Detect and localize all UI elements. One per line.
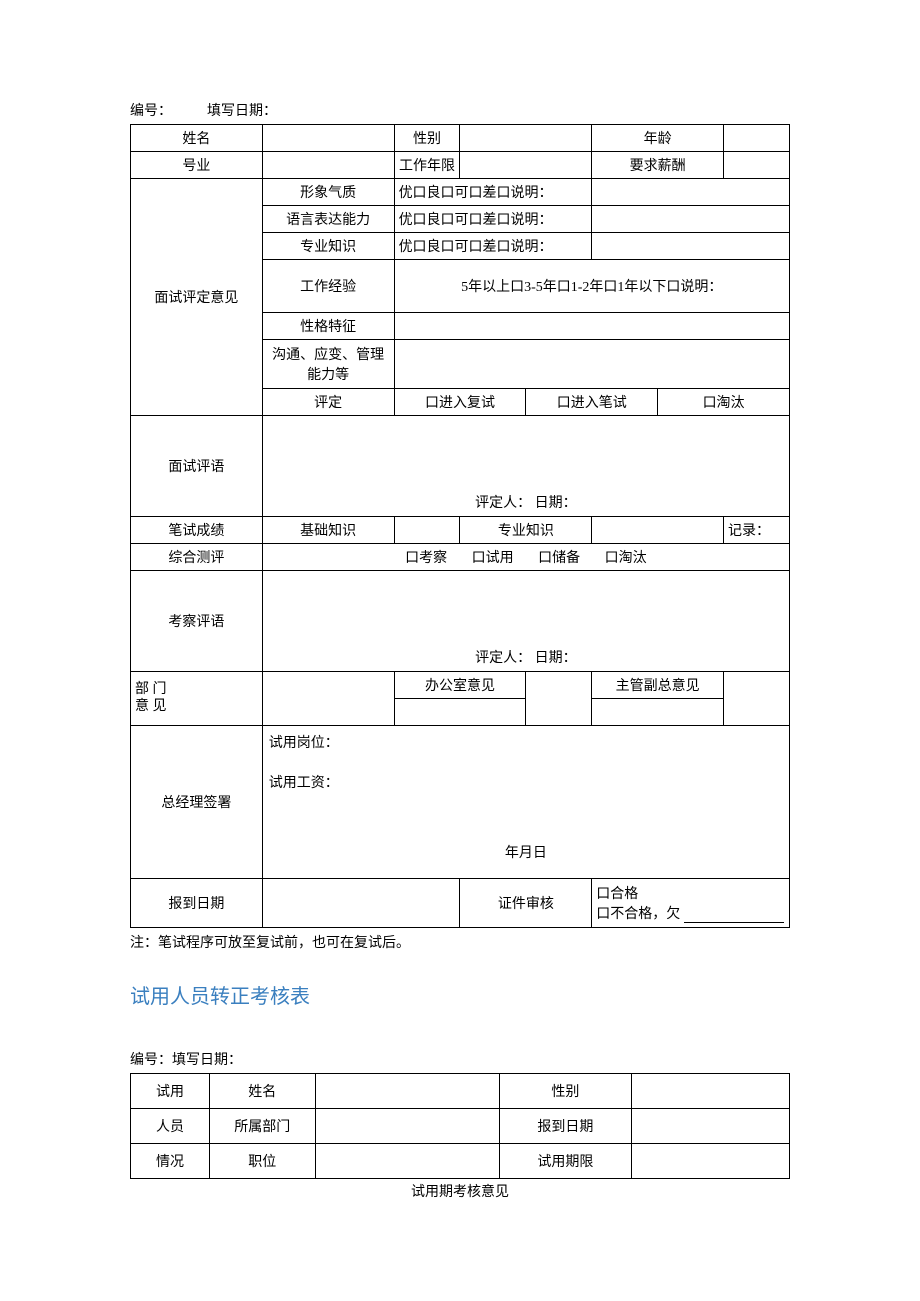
evaluator-date-2: 评定人： 日期：	[263, 647, 789, 667]
header-line-2: 编号：填写日期：	[130, 1049, 790, 1069]
field-major[interactable]	[262, 152, 394, 179]
interview-table: 姓名 性别 年龄 号业 工作年限 要求薪酬 面试评定意见 形象气质 优口良口可口…	[130, 124, 790, 928]
header-line-1: 编号： 填写日期：	[130, 100, 790, 120]
field-report-date[interactable]	[262, 879, 460, 928]
dept-opinion-line1: 部 门	[135, 682, 167, 697]
label-major: 号业	[131, 152, 263, 179]
label-overall-eval: 综合测评	[131, 544, 263, 571]
field-vice-opinion-2[interactable]	[592, 699, 724, 726]
opt-fail: 口不合格，欠	[596, 907, 680, 922]
t2-field-position[interactable]	[315, 1144, 500, 1179]
label-language: 语言表达能力	[262, 206, 394, 233]
field-vice-opinion[interactable]	[724, 672, 790, 726]
label-workexp: 工作经验	[262, 260, 394, 313]
field-gender[interactable]	[460, 125, 592, 152]
trial-post: 试用岗位：	[269, 732, 783, 752]
rating-proknowledge[interactable]: 优口良口可口差口说明：	[394, 233, 592, 260]
t2-footer: 试用期考核意见	[130, 1181, 790, 1201]
t2-trial-period: 试用期限	[500, 1144, 632, 1179]
label-eval: 评定	[262, 389, 394, 416]
t2-field-trial-period[interactable]	[631, 1144, 789, 1179]
label-doc-check: 证件审核	[460, 879, 592, 928]
label-vice-opinion: 主管副总意见	[592, 672, 724, 699]
trial-table: 试用 姓名 性别 人员 所属部门 报到日期 情况 职位 试用期限	[130, 1073, 790, 1179]
opt-eliminate[interactable]: 口淘汰	[658, 389, 790, 416]
note-text: 注：笔试程序可放至复试前，也可在复试后。	[130, 932, 790, 952]
t2-field-name[interactable]	[315, 1074, 500, 1109]
opt-fail-row[interactable]: 口不合格，欠	[596, 903, 785, 923]
field-dept-opinion[interactable]	[262, 672, 394, 726]
field-pro-knowledge2[interactable]	[592, 517, 724, 544]
label-workyears: 工作年限	[394, 152, 460, 179]
t2-gender: 性别	[500, 1074, 632, 1109]
rating-language[interactable]: 优口良口可口差口说明：	[394, 206, 592, 233]
label-interview-opinion: 面试评定意见	[131, 179, 263, 416]
t2-report-date: 报到日期	[500, 1109, 632, 1144]
label-gm-sign: 总经理签署	[131, 726, 263, 879]
fill-date-label: 填写日期：	[207, 104, 277, 119]
field-proknowledge-note[interactable]	[592, 233, 790, 260]
evaluator-date-1: 评定人： 日期：	[263, 492, 789, 512]
trial-salary: 试用工资：	[269, 772, 783, 792]
field-personality[interactable]	[394, 313, 789, 340]
label-age: 年龄	[592, 125, 724, 152]
field-appearance-note[interactable]	[592, 179, 790, 206]
field-office-opinion[interactable]	[526, 672, 592, 726]
opt-inspect[interactable]: 口考察	[405, 551, 447, 566]
label-written-score: 笔试成绩	[131, 517, 263, 544]
opt-trial[interactable]: 口试用	[472, 551, 514, 566]
t2-field-report-date[interactable]	[631, 1109, 789, 1144]
opt-eliminate2[interactable]: 口淘汰	[605, 551, 647, 566]
rating-appearance[interactable]: 优口良口可口差口说明：	[394, 179, 592, 206]
gm-date: 年月日	[269, 842, 783, 862]
label-inspect-comment: 考察评语	[131, 571, 263, 672]
field-interview-comment[interactable]: 评定人： 日期：	[262, 416, 789, 517]
label-interview-comment: 面试评语	[131, 416, 263, 517]
label-proknowledge: 专业知识	[262, 233, 394, 260]
label-office-opinion: 办公室意见	[394, 672, 526, 699]
t2-c1a: 试用	[131, 1074, 210, 1109]
field-basic-knowledge[interactable]	[394, 517, 460, 544]
label-name: 姓名	[131, 125, 263, 152]
field-gm-sign[interactable]: 试用岗位： 试用工资： 年月日	[262, 726, 789, 879]
t2-dept: 所属部门	[210, 1109, 315, 1144]
opt-written[interactable]: 口进入笔试	[526, 389, 658, 416]
label-personality: 性格特征	[262, 313, 394, 340]
num-label: 编号：	[130, 104, 172, 119]
label-commmgmt: 沟通、应变、管理能力等	[262, 340, 394, 389]
label-report-date: 报到日期	[131, 879, 263, 928]
dept-opinion-line2: 意 见	[135, 699, 167, 714]
label-salary: 要求薪酬	[592, 152, 724, 179]
field-age[interactable]	[724, 125, 790, 152]
field-workyears[interactable]	[460, 152, 592, 179]
opt-retest[interactable]: 口进入复试	[394, 389, 526, 416]
label-dept-opinion: 部 门 意 见	[131, 672, 263, 726]
rating-workexp[interactable]: 5年以上口3-5年口1-2年口1年以下口说明：	[394, 260, 789, 313]
field-language-note[interactable]	[592, 206, 790, 233]
title-form2: 试用人员转正考核表	[130, 980, 790, 1009]
label-pro-knowledge2: 专业知识	[460, 517, 592, 544]
t2-c1c: 情况	[131, 1144, 210, 1179]
label-record: 记录：	[724, 517, 790, 544]
t2-field-dept[interactable]	[315, 1109, 500, 1144]
label-basic-knowledge: 基础知识	[262, 517, 394, 544]
t2-position: 职位	[210, 1144, 315, 1179]
field-commmgmt[interactable]	[394, 340, 789, 389]
t2-c1b: 人员	[131, 1109, 210, 1144]
label-appearance: 形象气质	[262, 179, 394, 206]
field-office-opinion-2[interactable]	[394, 699, 526, 726]
field-name[interactable]	[262, 125, 394, 152]
t2-name: 姓名	[210, 1074, 315, 1109]
field-doc-check[interactable]: 口合格 口不合格，欠	[592, 879, 790, 928]
field-inspect-comment[interactable]: 评定人： 日期：	[262, 571, 789, 672]
label-gender: 性别	[394, 125, 460, 152]
opt-reserve[interactable]: 口储备	[538, 551, 580, 566]
t2-field-gender[interactable]	[631, 1074, 789, 1109]
field-overall-eval[interactable]: 口考察 口试用 口储备 口淘汰	[262, 544, 789, 571]
opt-pass[interactable]: 口合格	[596, 883, 785, 903]
field-salary[interactable]	[724, 152, 790, 179]
